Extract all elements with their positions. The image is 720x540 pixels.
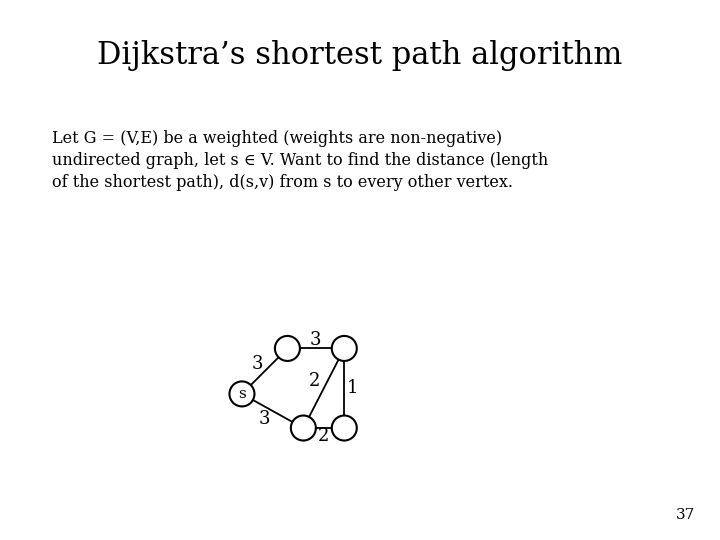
Circle shape [332,415,357,441]
Text: undirected graph, let s ∈ V. Want to find the distance (length: undirected graph, let s ∈ V. Want to fin… [52,152,548,169]
Text: of the shortest path), d(s,v) from s to every other vertex.: of the shortest path), d(s,v) from s to … [52,174,513,191]
Circle shape [291,415,316,441]
Text: 2: 2 [309,373,320,390]
Circle shape [230,381,254,407]
Text: Let G = (V,E) be a weighted (weights are non-negative): Let G = (V,E) be a weighted (weights are… [52,130,502,147]
Circle shape [332,336,357,361]
Circle shape [275,336,300,361]
Text: 3: 3 [259,410,271,428]
Text: 1: 1 [346,379,358,397]
Text: s: s [238,387,246,401]
Text: Dijkstra’s shortest path algorithm: Dijkstra’s shortest path algorithm [97,40,623,71]
Text: 37: 37 [676,508,695,522]
Text: 2: 2 [318,427,330,445]
Text: 3: 3 [252,355,264,373]
Text: 3: 3 [310,332,322,349]
